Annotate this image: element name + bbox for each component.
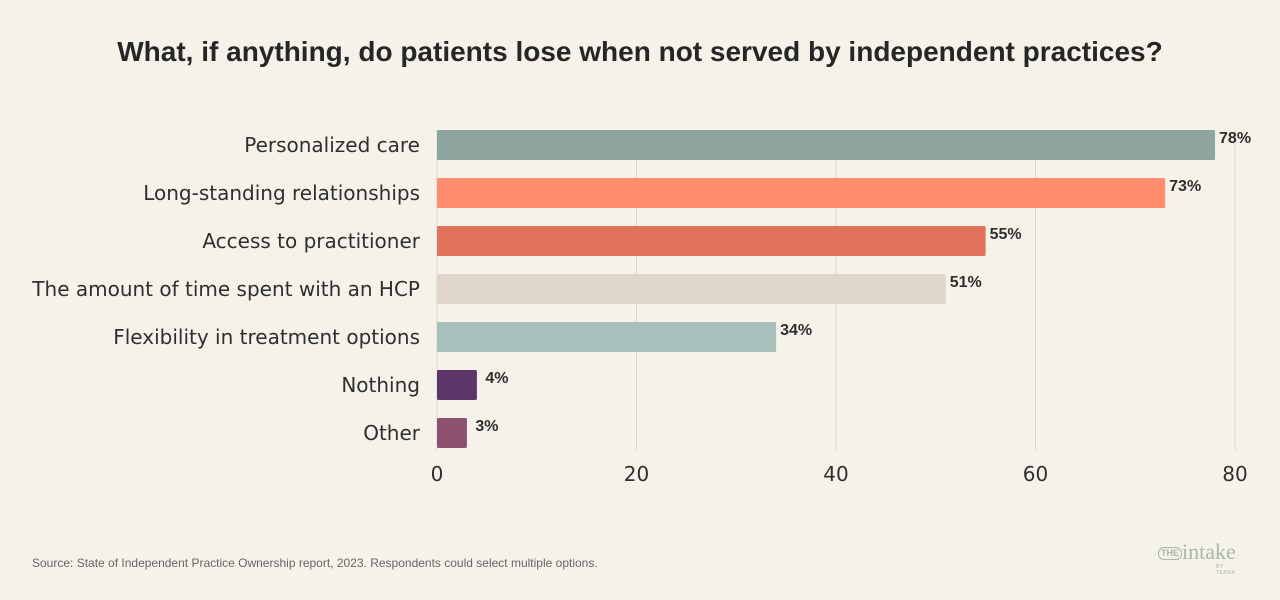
logo-prefix: THE [1158, 547, 1182, 560]
bar [437, 226, 986, 256]
category-label: Other [363, 421, 421, 445]
category-label: Personalized care [244, 133, 420, 157]
x-tick-label: 20 [624, 462, 649, 486]
source-note: Source: State of Independent Practice Ow… [32, 556, 598, 570]
logo-subtitle: BY TEBRA [1216, 564, 1236, 576]
chart-title: What, if anything, do patients lose when… [117, 36, 1163, 67]
data-label: 55% [990, 226, 1022, 243]
bar [437, 370, 477, 400]
data-label: 4% [485, 370, 508, 387]
data-label: 51% [950, 274, 982, 291]
category-label: Long-standing relationships [143, 181, 420, 205]
bar [437, 274, 946, 304]
x-tick-label: 60 [1023, 462, 1048, 486]
bar [437, 322, 777, 352]
intake-logo: THE intake BY TEBRA [1158, 539, 1242, 576]
x-tick-label: 0 [431, 462, 444, 486]
data-label: 3% [475, 418, 498, 435]
data-label: 73% [1169, 178, 1201, 195]
x-tick-label: 80 [1222, 462, 1247, 486]
category-label: Nothing [341, 373, 420, 397]
data-label: 78% [1219, 130, 1251, 147]
category-label: Access to practitioner [202, 229, 420, 253]
category-label: The amount of time spent with an HCP [31, 277, 420, 301]
logo-wordmark: intake [1182, 539, 1236, 564]
bar [437, 178, 1166, 208]
x-tick-label: 40 [823, 462, 848, 486]
data-label: 34% [780, 322, 812, 339]
bar [437, 418, 467, 448]
bar [437, 130, 1216, 160]
category-label: Flexibility in treatment options [113, 325, 420, 349]
